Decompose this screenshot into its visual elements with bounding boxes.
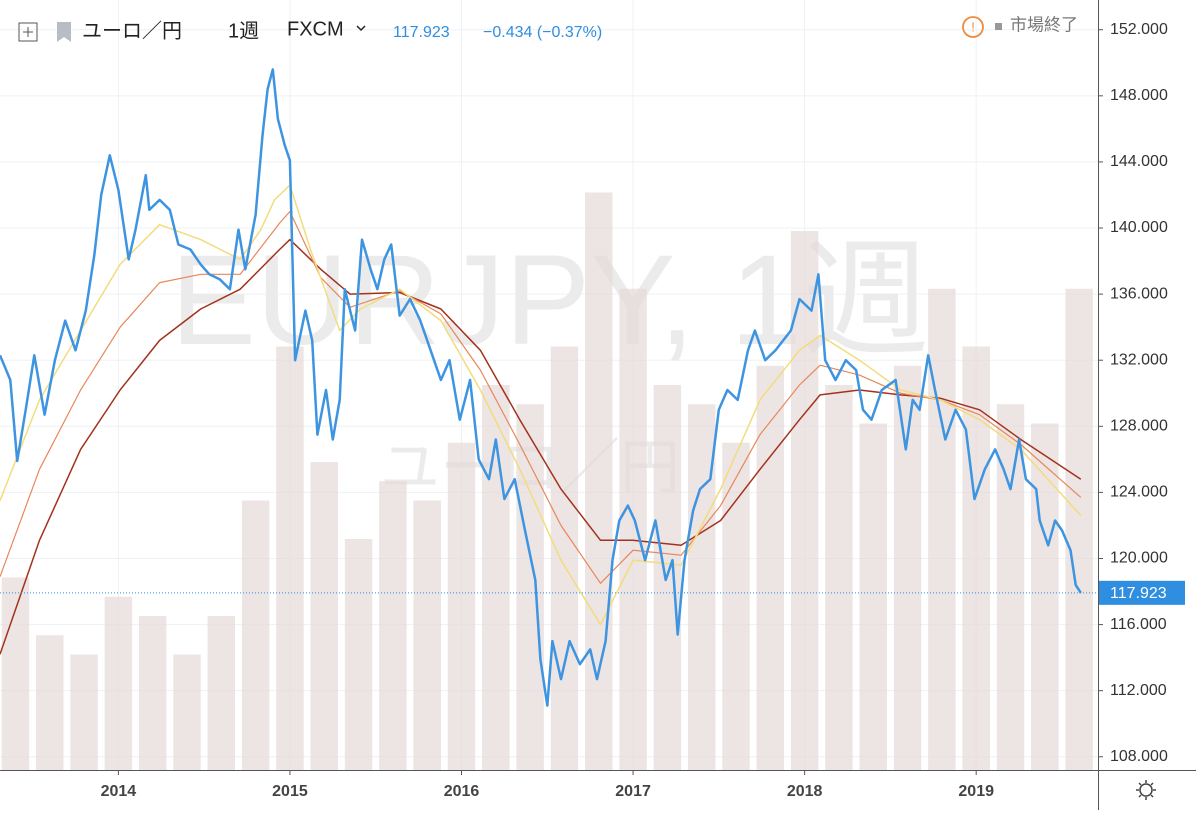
volume-bar xyxy=(825,385,853,770)
gear xyxy=(1139,783,1153,797)
y-tick-label: 140.000 xyxy=(1110,219,1168,236)
y-tick-label: 136.000 xyxy=(1110,285,1168,302)
volume-bar xyxy=(379,481,407,770)
y-tick-label: 144.000 xyxy=(1110,153,1168,170)
x-tick-label: 2017 xyxy=(615,783,651,800)
price-line xyxy=(0,210,1082,584)
chevron xyxy=(356,25,366,32)
volume-bar xyxy=(1065,288,1093,770)
price-line xyxy=(0,238,1082,655)
volume-bar xyxy=(447,442,476,770)
volume-bar xyxy=(36,635,64,770)
flag-icon[interactable] xyxy=(57,22,71,42)
volume-bar xyxy=(619,288,647,770)
volume-bar xyxy=(516,404,544,770)
gear-teeth xyxy=(1136,780,1156,800)
price-axis-bg xyxy=(1098,0,1196,810)
volume-bar xyxy=(70,654,98,770)
status-icon[interactable] xyxy=(962,16,984,38)
volume-bar xyxy=(413,500,441,770)
volume-bar xyxy=(722,442,750,770)
price-line xyxy=(0,68,1082,707)
volume-bar xyxy=(138,616,167,770)
volume-bar xyxy=(962,346,990,770)
volume-bar xyxy=(790,231,819,770)
last-price-box xyxy=(1099,580,1185,605)
x-tick-label: 2015 xyxy=(272,783,308,800)
symbol[interactable]: ユーロ／円 xyxy=(82,20,182,42)
price-line xyxy=(0,184,1082,626)
volume-bar xyxy=(585,192,613,770)
settings-icon[interactable] xyxy=(1136,780,1156,800)
y-tick-label: 112.000 xyxy=(1110,682,1167,699)
time-axis-bg xyxy=(0,770,1098,810)
lines xyxy=(0,68,1098,707)
volume-bar xyxy=(996,404,1025,770)
volume-bar xyxy=(104,596,133,770)
change: −0.434 (−0.37%) xyxy=(483,24,602,41)
add-icon[interactable] xyxy=(18,22,38,42)
x-tick-label: 2016 xyxy=(444,783,480,800)
volume-bar xyxy=(859,423,887,770)
volume-bar xyxy=(173,654,201,770)
volume-bar xyxy=(893,365,922,770)
volume-bar xyxy=(756,365,785,770)
volume-bar xyxy=(928,288,956,770)
status: 市場終了 xyxy=(1010,15,1078,34)
last-price-label: 117.923 xyxy=(1110,585,1167,602)
last-price-header: 117.923 xyxy=(393,24,450,41)
status-dot xyxy=(995,23,1002,30)
volume-bar xyxy=(482,385,510,770)
volume-bar xyxy=(241,500,270,770)
volume-bar xyxy=(550,346,579,770)
volume-bar xyxy=(310,462,338,770)
volume-bar xyxy=(344,539,373,770)
add-icon-plus xyxy=(23,27,33,37)
axes: 108.000 112.000 116.000 120.000 124.000 128.0… xyxy=(101,21,1185,800)
y-tick-label: 132.000 xyxy=(1110,351,1168,368)
x-tick-label: 2018 xyxy=(787,783,823,800)
volume-bar xyxy=(687,404,716,770)
interval[interactable]: 1週 xyxy=(228,19,259,42)
x-tick-label: 2014 xyxy=(101,783,137,800)
volume-bar xyxy=(207,616,236,770)
source[interactable]: FXCM xyxy=(287,18,344,40)
volume-bar xyxy=(1031,423,1059,770)
x-tick-label: 2019 xyxy=(958,783,994,800)
y-tick-label: 148.000 xyxy=(1110,87,1168,104)
y-tick-label: 120.000 xyxy=(1110,550,1168,567)
y-tick-label: 108.000 xyxy=(1110,748,1168,765)
y-tick-label: 124.000 xyxy=(1110,484,1168,501)
status-icon-mark: ! xyxy=(971,19,975,34)
y-tick-label: 116.000 xyxy=(1110,616,1167,633)
y-tick-label: 128.000 xyxy=(1110,418,1168,435)
volume-bar xyxy=(1,577,30,770)
volume-bar xyxy=(276,346,304,770)
y-tick-label: 152.000 xyxy=(1110,21,1168,38)
